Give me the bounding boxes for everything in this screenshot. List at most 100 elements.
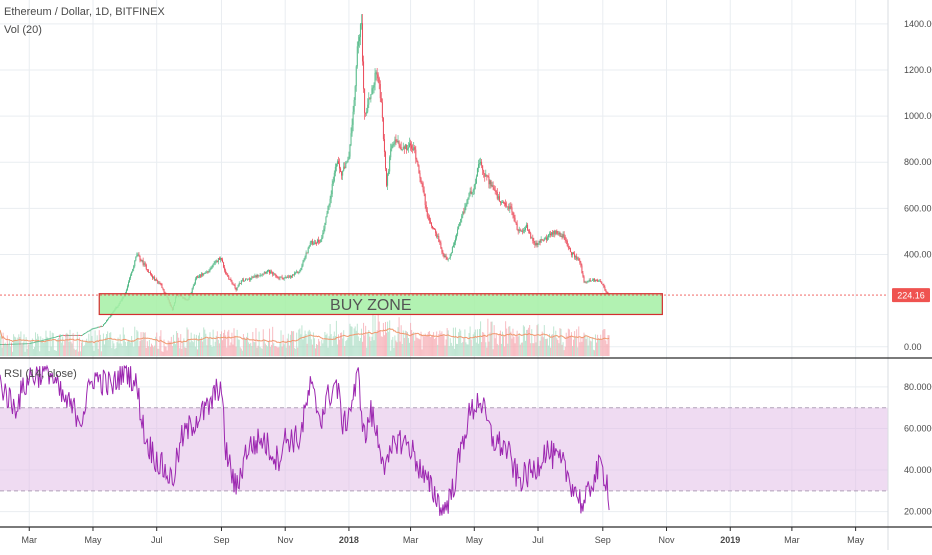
candle-body [439,241,441,243]
buy-zone-box [98,293,663,316]
volume-bar [123,334,125,356]
candle-body [144,263,146,265]
candle-body [513,215,515,218]
candle-body [3,344,5,345]
candle-body [143,263,145,265]
volume-bar [318,338,320,356]
candle-body [78,335,80,336]
volume-bar [604,329,606,356]
volume-bar [461,343,463,356]
volume-bar [300,334,302,356]
candle-body [29,343,31,344]
candle-body [96,327,98,329]
volume-bar [99,334,101,356]
candle-body [469,191,471,193]
candle-body [530,233,532,238]
volume-bar [46,336,48,356]
volume-bar [86,338,88,356]
volume-bar [605,340,607,356]
volume-bar [110,332,112,356]
volume-bar [224,329,226,356]
candle-body [17,343,19,345]
volume-bar [173,340,175,356]
candle-body [498,196,500,202]
candle-body [313,242,315,244]
candle-body [352,111,354,125]
candle-body [492,185,494,188]
volume-bar [236,329,238,356]
volume-bar [510,331,512,356]
volume-bar [356,323,358,356]
candle-body [49,338,51,340]
candle-body [590,280,592,282]
volume-bar [258,331,260,356]
volume-bar [409,342,411,356]
volume-bar [463,337,465,356]
volume-bar [115,347,117,356]
candle-body [532,237,534,241]
candle-body [32,342,34,344]
candle-body [397,141,399,143]
candle-body [557,233,559,235]
candle-body [211,267,213,269]
volume-bar [28,344,30,356]
volume-bar [289,334,291,356]
candle-body [584,281,586,283]
volume-bar [8,339,10,356]
candle-body [245,278,247,281]
candle-body [100,326,102,328]
candle-body [16,343,18,345]
candle-body [102,324,104,327]
volume-bar [199,332,201,356]
volume-bar [466,344,468,356]
candle-body [158,282,160,284]
candle-body [59,335,61,337]
volume-bar [477,343,479,356]
candle-body [297,271,299,273]
volume-bar [155,336,157,356]
volume-bar [407,337,409,356]
volume-bar [326,333,328,356]
volume-bar [178,337,180,356]
candle-body [223,262,225,268]
candle-body [580,262,582,266]
candle-body [332,180,334,184]
candle-body [376,72,378,75]
candle-body [193,283,195,287]
candle-body [324,222,326,229]
volume-bar [91,335,93,356]
candle-body [95,327,97,329]
volume-bar [157,348,159,356]
volume-bar [105,337,107,356]
volume-bar [64,340,66,356]
volume-bar [324,331,326,356]
candle-body [370,94,372,99]
volume-bar [13,334,15,356]
volume-bar [558,343,560,356]
volume-bar [319,341,321,356]
volume-bar [403,337,405,356]
candle-body [452,244,454,248]
candle-body [148,271,150,273]
candle-body [219,258,221,260]
candle-body [310,240,312,243]
volume-bar [186,327,188,356]
volume-bar [470,339,472,356]
candle-body [87,331,89,333]
volume-bar [137,331,139,356]
candle-body [235,287,237,291]
candle-body [441,248,443,253]
volume-bar [601,339,603,356]
candle-body [226,273,228,275]
volume-bar [483,332,485,356]
volume-bar [60,334,62,356]
volume-bar [600,334,602,356]
volume-bar [276,346,278,356]
candle-body [461,215,463,219]
candle-body [258,275,260,277]
volume-bar [206,345,208,356]
candle-body [195,276,197,280]
candle-body [294,272,296,275]
volume-bar [294,348,296,356]
